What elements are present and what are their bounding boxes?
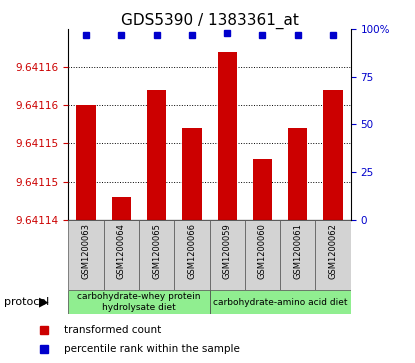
- Bar: [253, 159, 272, 220]
- Text: GSM1200059: GSM1200059: [223, 223, 232, 279]
- Text: protocol: protocol: [4, 297, 49, 307]
- Bar: [315, 220, 351, 290]
- Text: GSM1200063: GSM1200063: [82, 223, 90, 279]
- Bar: [68, 290, 210, 314]
- Bar: [139, 220, 174, 290]
- Text: GSM1200065: GSM1200065: [152, 223, 161, 279]
- Bar: [112, 197, 131, 220]
- Bar: [147, 90, 166, 220]
- Title: GDS5390 / 1383361_at: GDS5390 / 1383361_at: [121, 13, 298, 29]
- Text: GSM1200060: GSM1200060: [258, 223, 267, 279]
- Bar: [210, 290, 351, 314]
- Bar: [104, 220, 139, 290]
- Text: GSM1200062: GSM1200062: [329, 223, 337, 279]
- Text: carbohydrate-whey protein
hydrolysate diet: carbohydrate-whey protein hydrolysate di…: [77, 293, 201, 312]
- Bar: [288, 128, 308, 220]
- Bar: [323, 90, 343, 220]
- Text: GSM1200061: GSM1200061: [293, 223, 302, 279]
- Bar: [68, 220, 104, 290]
- Text: ▶: ▶: [39, 296, 49, 309]
- Text: transformed count: transformed count: [64, 325, 161, 335]
- Text: carbohydrate-amino acid diet: carbohydrate-amino acid diet: [213, 298, 347, 307]
- Text: percentile rank within the sample: percentile rank within the sample: [64, 344, 240, 354]
- Bar: [210, 220, 245, 290]
- Bar: [174, 220, 210, 290]
- Bar: [217, 52, 237, 220]
- Text: GSM1200064: GSM1200064: [117, 223, 126, 279]
- Bar: [76, 105, 96, 220]
- Bar: [245, 220, 280, 290]
- Bar: [182, 128, 202, 220]
- Bar: [280, 220, 315, 290]
- Text: GSM1200066: GSM1200066: [188, 223, 196, 279]
